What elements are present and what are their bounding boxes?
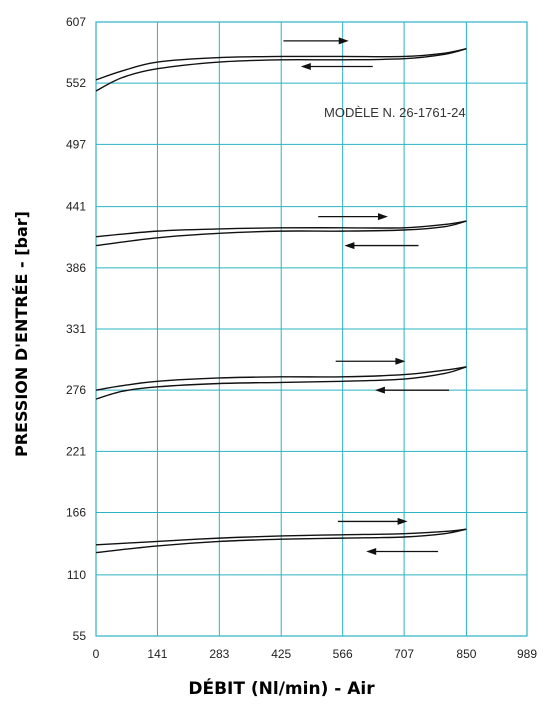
series-line-decreasing (95, 528, 467, 554)
series-line-increasing (95, 48, 467, 81)
arrow-head (338, 37, 349, 45)
flow-direction-arrows (283, 37, 449, 555)
y-tick-label: 607 (66, 15, 86, 29)
x-tick-label: 850 (456, 647, 476, 661)
y-tick-labels: 607 552 497 441 386 331 276 221 166 110 55 (66, 15, 86, 643)
series-line-decreasing (95, 220, 467, 247)
series-line-increasing (95, 528, 467, 546)
y-tick-label: 110 (67, 568, 86, 582)
x-tick-label: 0 (93, 647, 100, 661)
arrow-head (377, 213, 388, 221)
series-line-decreasing (95, 48, 467, 92)
arrow-left (344, 242, 419, 250)
y-tick-label: 497 (66, 137, 86, 151)
arrow-head (366, 547, 377, 555)
x-tick-label: 141 (147, 647, 167, 661)
arrow-head (344, 242, 355, 250)
y-axis-title: PRESSION D'ENTRÉE - [bar] (12, 211, 31, 457)
arrow-right (335, 357, 406, 365)
y-tick-label: 552 (66, 76, 86, 90)
y-tick-label: 221 (66, 444, 86, 458)
x-tick-label: 283 (209, 647, 229, 661)
y-tick-label: 331 (66, 322, 86, 336)
arrow-head (300, 62, 311, 70)
arrow-right (283, 37, 349, 45)
arrow-head (395, 357, 406, 365)
arrow-head (397, 517, 408, 525)
x-tick-label: 707 (394, 647, 414, 661)
arrow-right (318, 213, 388, 221)
series-line-increasing (95, 366, 467, 391)
series-line-decreasing (95, 366, 467, 400)
x-tick-label: 566 (333, 647, 353, 661)
x-tick-label: 989 (517, 647, 537, 661)
model-annotation: MODÈLE N. 26-1761-24 (324, 105, 466, 120)
arrow-left (366, 547, 439, 555)
y-tick-label: 55 (73, 629, 87, 643)
arrow-left (300, 62, 373, 70)
arrow-left (374, 386, 449, 394)
arrow-head (374, 386, 385, 394)
arrow-right (337, 517, 408, 525)
y-tick-label: 441 (66, 200, 86, 214)
y-tick-label: 386 (66, 261, 86, 275)
x-tick-label: 425 (271, 647, 291, 661)
grid (95, 21, 528, 637)
x-axis-title: DÉBIT (Nl/min) - Air (188, 677, 375, 699)
plot-frame (95, 21, 528, 637)
x-tick-labels: 0 141 283 425 566 707 850 989 (93, 647, 538, 661)
y-tick-label: 276 (66, 383, 86, 397)
series-line-increasing (95, 220, 467, 238)
curves (95, 48, 467, 554)
y-tick-label: 166 (66, 506, 86, 520)
